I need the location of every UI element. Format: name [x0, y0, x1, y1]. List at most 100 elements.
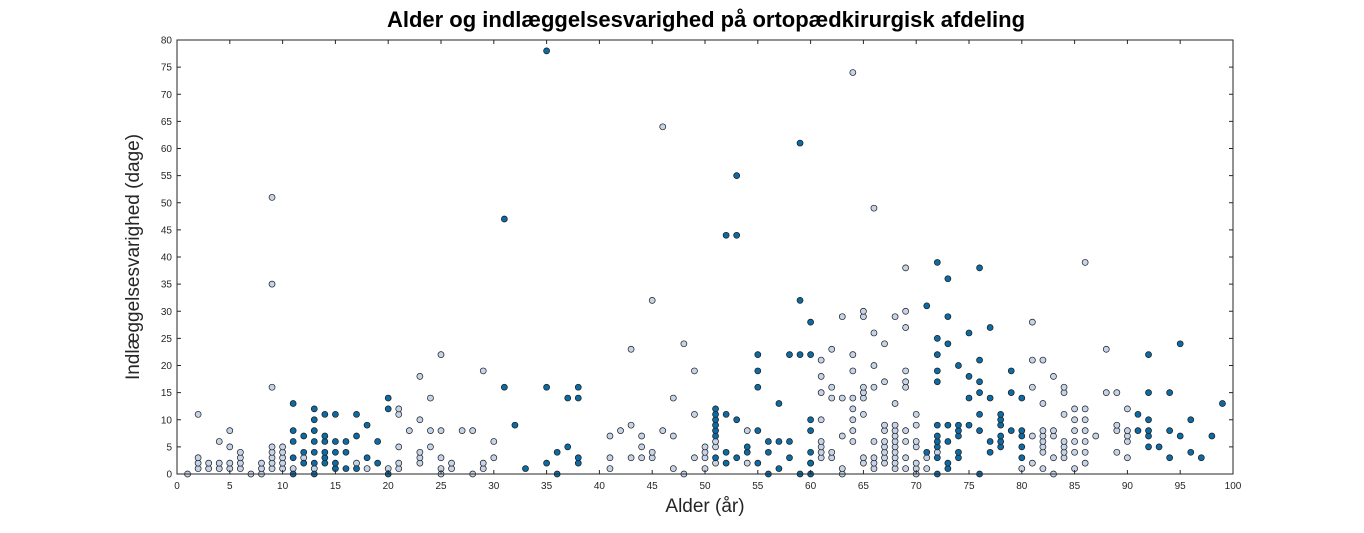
x-tick-label: 70: [911, 481, 923, 492]
data-point: [226, 443, 234, 451]
data-point: [332, 448, 339, 456]
data-point: [215, 459, 223, 467]
data-point: [860, 454, 867, 462]
data-point: [332, 410, 339, 418]
data-point: [944, 275, 952, 283]
data-point: [976, 427, 983, 434]
data-point: [268, 193, 276, 201]
data-point: [321, 432, 329, 440]
data-point: [944, 459, 952, 467]
data-point: [754, 383, 762, 391]
y-tick-label: 75: [161, 63, 173, 74]
data-point: [1166, 454, 1173, 462]
data-point: [807, 318, 814, 326]
data-point: [976, 356, 983, 364]
data-point: [680, 340, 688, 348]
data-point: [617, 427, 624, 434]
data-point: [849, 416, 857, 424]
data-point: [1113, 421, 1121, 429]
y-tick-label: 5: [166, 442, 172, 453]
data-point: [860, 410, 867, 418]
data-point: [268, 280, 276, 288]
y-tick-label: 60: [161, 144, 173, 155]
y-tick-label: 45: [161, 225, 173, 236]
x-tick-label: 0: [174, 481, 180, 492]
data-point: [1018, 454, 1026, 462]
data-point: [1060, 410, 1068, 418]
data-point: [332, 438, 339, 445]
data-point: [849, 405, 857, 413]
data-point: [1081, 448, 1089, 456]
data-point: [691, 454, 698, 462]
data-point: [1124, 427, 1131, 434]
x-tick-label: 45: [647, 481, 659, 492]
data-point: [1060, 383, 1068, 391]
data-point: [765, 438, 772, 445]
data-point: [944, 438, 952, 445]
data-point: [733, 172, 741, 179]
data-point: [1018, 394, 1026, 402]
data-point: [1029, 383, 1036, 391]
y-tick-label: 80: [161, 36, 173, 47]
data-point: [986, 324, 994, 331]
data-point: [1092, 432, 1100, 440]
data-point: [902, 324, 909, 331]
data-point: [933, 378, 941, 386]
data-point: [669, 432, 677, 440]
data-point: [838, 432, 846, 440]
y-tick-label: 35: [161, 280, 173, 291]
data-point: [437, 351, 445, 358]
data-point: [342, 448, 350, 456]
data-point: [226, 459, 234, 467]
data-point: [722, 231, 730, 239]
data-point: [775, 400, 783, 407]
data-point: [490, 438, 498, 445]
data-point: [574, 454, 582, 462]
data-point: [321, 410, 329, 418]
data-point: [1208, 432, 1216, 440]
data-point: [933, 335, 941, 342]
x-tick-label: 100: [1225, 481, 1242, 492]
data-point: [860, 307, 867, 315]
data-point: [807, 427, 814, 434]
data-point: [1029, 432, 1036, 440]
data-point: [838, 465, 846, 472]
data-point: [1029, 356, 1036, 364]
data-point: [944, 313, 952, 321]
data-point: [754, 351, 762, 358]
data-point: [849, 351, 857, 358]
data-point: [881, 438, 888, 445]
data-point: [743, 427, 751, 434]
data-point: [543, 459, 550, 467]
data-point: [828, 394, 836, 402]
data-point: [849, 69, 857, 76]
data-point: [1134, 427, 1142, 434]
data-point: [300, 432, 308, 440]
data-point: [986, 448, 994, 456]
x-tick-label: 20: [383, 481, 395, 492]
data-point: [606, 454, 614, 462]
data-point: [997, 410, 1005, 418]
data-point: [1071, 448, 1078, 456]
data-point: [1050, 427, 1057, 434]
chart-title: Alder og indlæggelsesvarighed på ortopæd…: [387, 7, 1025, 32]
data-point: [1081, 416, 1089, 424]
data-point: [501, 215, 508, 223]
data-point: [638, 454, 645, 462]
data-point: [1081, 259, 1089, 266]
data-point: [1145, 416, 1152, 424]
data-point: [933, 351, 941, 358]
y-tick-label: 10: [161, 415, 173, 426]
data-point: [1081, 405, 1089, 413]
data-point: [553, 448, 561, 456]
data-point: [310, 438, 318, 445]
x-tick-label: 5: [227, 481, 233, 492]
y-tick-label: 30: [161, 307, 173, 318]
data-point: [310, 459, 318, 467]
data-point: [448, 459, 455, 467]
data-point: [902, 438, 909, 445]
data-point: [775, 438, 783, 445]
data-point: [1166, 389, 1173, 396]
data-point: [902, 427, 909, 434]
